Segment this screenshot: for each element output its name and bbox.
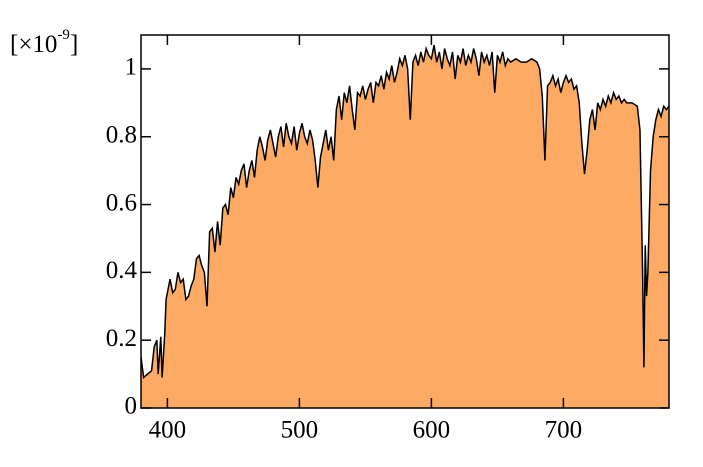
line [140, 45, 670, 379]
y-tick-label: 0 [125, 393, 138, 420]
x-tick-label: 600 [413, 417, 451, 444]
y-tick-label: 0.2 [106, 325, 137, 352]
y-scale-label: [×10-9] [10, 27, 78, 57]
scale-exponent: -9 [57, 27, 70, 43]
scale-open: [×10 [10, 31, 57, 58]
plot-frame [140, 34, 670, 409]
area [141, 45, 669, 409]
scale-close: ] [70, 31, 78, 58]
y-tick-label: 0.6 [106, 189, 137, 216]
x-tick-label: 500 [281, 417, 319, 444]
y-tick-label: 0.4 [106, 257, 138, 284]
y-tick-label: 0.8 [106, 121, 137, 148]
x-tick-label: 400 [149, 417, 187, 444]
x-tick-label: 700 [545, 417, 583, 444]
y-tick-label: 1 [125, 54, 138, 81]
